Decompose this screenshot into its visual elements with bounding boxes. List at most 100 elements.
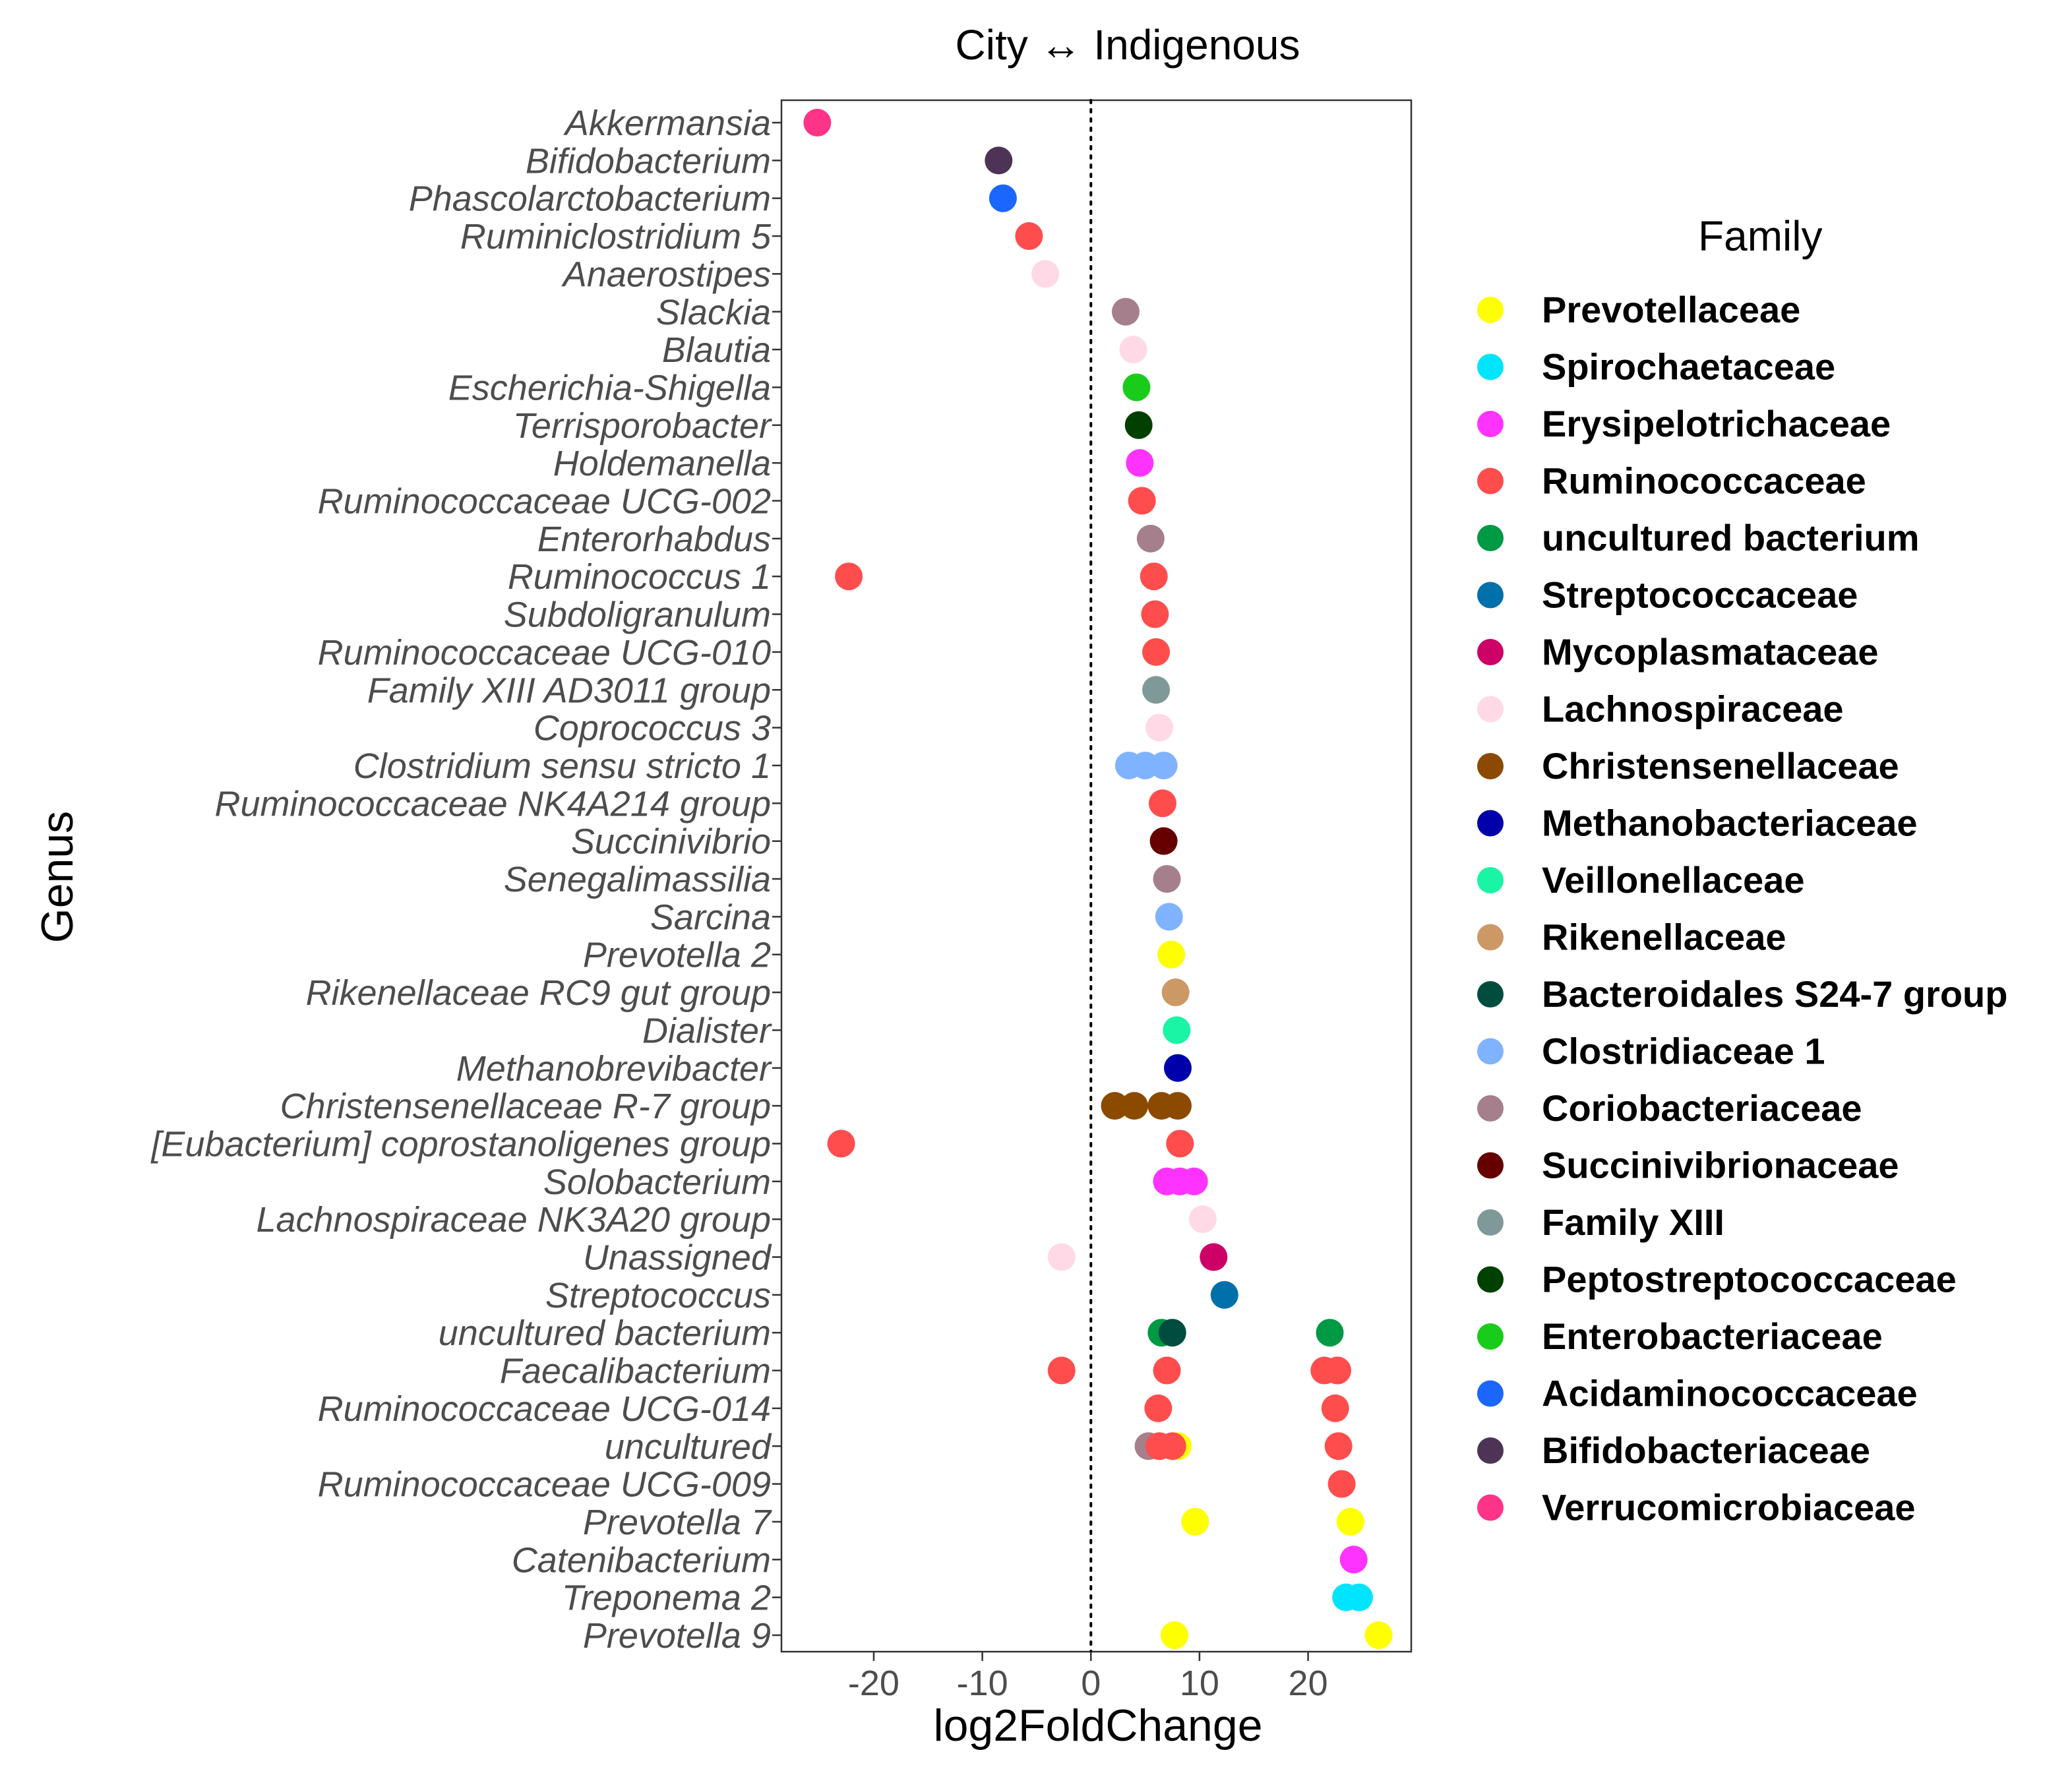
y-tick-label-faecalibacterium: Faecalibacterium [500, 1352, 771, 1391]
y-tick-label-unassigned: Unassigned [583, 1238, 772, 1278]
legend-label-rikenellaceae: Rikenellaceae [1542, 917, 1786, 958]
y-tick-label-ruminococcus-1: Ruminococcus 1 [508, 557, 771, 597]
legend-label-enterobacteriaceae: Enterobacteriaceae [1542, 1315, 1883, 1357]
y-tick-label-ruminococcaceae-ucg-010: Ruminococcaceae UCG-010 [318, 633, 771, 673]
legend-key-rikenellaceae [1477, 924, 1504, 951]
data-point-senegalimassilia [1153, 865, 1181, 893]
legend-key-clostridiaceae-1 [1477, 1038, 1504, 1065]
legend-label-christensenellaceae: Christensenellaceae [1542, 745, 1899, 787]
data-point-eubacterium-coprostanoligenes-group [1166, 1129, 1194, 1158]
y-tick-label-lachnospiraceae-nk3a20-group: Lachnospiraceae NK3A20 group [256, 1200, 771, 1240]
legend-label-acidaminococcaceae: Acidaminococcaceae [1542, 1373, 1918, 1414]
legend-label-lachnospiraceae: Lachnospiraceae [1542, 688, 1844, 730]
data-point-unassigned [1200, 1243, 1228, 1271]
plot-panel-border [780, 99, 1413, 1653]
y-tick-label-terrisporobacter: Terrisporobacter [513, 406, 772, 446]
legend-key-bifidobacteriaceae [1477, 1437, 1504, 1464]
y-tick-label-sarcina: Sarcina [650, 897, 771, 937]
data-point-ruminococcaceae-ucg-014 [1321, 1394, 1349, 1422]
plot-layer: AkkermansiaBifidobacteriumPhascolarctoba… [150, 99, 1413, 1703]
data-point-akkermansia [803, 109, 832, 136]
legend-label-family-xiii: Family XIII [1542, 1201, 1724, 1243]
legend-key-family-xiii [1477, 1209, 1504, 1236]
data-point-catenibacterium [1339, 1546, 1368, 1574]
data-point-eubacterium-coprostanoligenes-group [827, 1129, 855, 1158]
data-point-anaerostipes [1031, 260, 1060, 288]
legend-label-succinivibrionaceae: Succinivibrionaceae [1542, 1145, 1899, 1186]
data-point-uncultured [1324, 1432, 1353, 1460]
y-tick-label-coprococcus-3: Coprococcus 3 [533, 709, 771, 748]
data-point-phascolarctobacterium [989, 184, 1017, 212]
data-point-dialister [1163, 1016, 1191, 1044]
legend: Prevotellaceae Spirochaetaceae Erysipelotr… [1477, 289, 2007, 1528]
y-tick-label-akkermansia: Akkermansia [563, 104, 771, 143]
data-point-prevotella-9 [1161, 1621, 1189, 1649]
legend-label-bacteroidales-s24-7-group: Bacteroidales S24-7 group [1542, 973, 2007, 1015]
legend-key-coriobacteriaceae [1477, 1095, 1504, 1122]
data-point-ruminococcaceae-ucg-010 [1142, 638, 1171, 666]
data-point-terrisporobacter [1124, 411, 1153, 439]
data-point-coprococcus-3 [1145, 713, 1173, 742]
x-tick-label: -10 [957, 1664, 1008, 1703]
data-point-christensenellaceae-r-7-group [1101, 1092, 1129, 1120]
legend-key-succinivibrionaceae [1477, 1152, 1504, 1179]
y-tick-label-rikenellaceae-rc9-gut-group: Rikenellaceae RC9 gut group [306, 973, 771, 1013]
legend-label-ruminococcaceae: Ruminococcaceae [1542, 460, 1866, 502]
data-point-ruminococcaceae-ucg-014 [1144, 1394, 1173, 1422]
x-tick-label: 20 [1289, 1664, 1328, 1703]
chart-title: City ↔ Indigenous [956, 21, 1300, 69]
legend-key-uncultured-bacterium [1477, 525, 1504, 551]
legend-label-veillonellaceae: Veillonellaceae [1542, 859, 1804, 901]
data-point-ruminococcaceae-ucg-002 [1128, 487, 1156, 515]
legend-label-peptostreptococcaceae: Peptostreptococcaceae [1542, 1259, 1957, 1300]
legend-label-mycoplasmataceae: Mycoplasmataceae [1542, 631, 1879, 673]
data-point-prevotella-7 [1181, 1507, 1209, 1536]
data-point-ruminococcus-1 [1140, 562, 1168, 591]
y-tick-label-uncultured-bacterium: uncultured bacterium [439, 1313, 771, 1353]
data-point-ruminiclostridium-5 [1015, 222, 1043, 251]
legend-key-spirochaetaceae [1477, 353, 1504, 380]
data-point-uncultured [1158, 1432, 1186, 1460]
data-point-clostridium-sensu-stricto-1 [1149, 751, 1178, 779]
legend-label-clostridiaceae-1: Clostridiaceae 1 [1542, 1031, 1825, 1072]
y-tick-label-catenibacterium: Catenibacterium [512, 1540, 771, 1580]
y-tick-label-prevotella-9: Prevotella 9 [583, 1616, 771, 1656]
data-point-treponema-2 [1345, 1583, 1373, 1611]
x-tick-label: -20 [848, 1664, 899, 1703]
y-tick-label-family-xiii-ad3011-group: Family XIII AD3011 group [367, 671, 771, 710]
data-point-faecalibacterium [1047, 1356, 1076, 1385]
y-tick-label-ruminococcaceae-ucg-014: Ruminococcaceae UCG-014 [318, 1389, 771, 1429]
y-tick-label-ruminococcaceae-ucg-009: Ruminococcaceae UCG-009 [318, 1465, 771, 1505]
y-tick-label-escherichia-shigella: Escherichia-Shigella [448, 368, 771, 407]
y-tick-label-treponema-2: Treponema 2 [562, 1578, 771, 1618]
data-point-ruminococcaceae-nk4a214-group [1148, 789, 1176, 818]
legend-key-methanobacteriaceae [1477, 810, 1504, 837]
data-point-bifidobacterium [985, 146, 1013, 175]
data-point-prevotella-9 [1364, 1621, 1393, 1649]
legend-label-streptococcaceae: Streptococcaceae [1542, 574, 1858, 616]
legend-key-peptostreptococcaceae [1477, 1266, 1504, 1293]
y-tick-label-enterorhabdus: Enterorhabdus [537, 520, 771, 559]
legend-label-verrucomicrobiaceae: Verrucomicrobiaceae [1542, 1487, 1916, 1528]
data-point-lachnospiraceae-nk3a20-group [1188, 1205, 1217, 1234]
data-point-faecalibacterium [1324, 1356, 1352, 1385]
data-point-rikenellaceae-rc9-gut-group [1161, 978, 1190, 1007]
y-tick-label-prevotella-2: Prevotella 2 [583, 936, 771, 975]
y-tick-label-phascolarctobacterium: Phascolarctobacterium [409, 179, 771, 219]
data-point-uncultured-bacterium [1316, 1319, 1344, 1347]
y-tick-label-methanobrevibacter: Methanobrevibacter [456, 1049, 772, 1089]
y-tick-label-streptococcus: Streptococcus [545, 1276, 771, 1315]
x-tick-label: 0 [1081, 1664, 1101, 1703]
x-axis-label: log2FoldChange [933, 1700, 1262, 1751]
legend-label-uncultured-bacterium: uncultured bacterium [1542, 517, 1920, 558]
legend-key-streptococcaceae [1477, 582, 1504, 609]
legend-key-lachnospiraceae [1477, 696, 1504, 723]
legend-label-prevotellaceae: Prevotellaceae [1542, 289, 1800, 330]
y-tick-label-christensenellaceae-r-7-group: Christensenellaceae R-7 group [280, 1087, 771, 1126]
data-point-christensenellaceae-r-7-group [1120, 1092, 1149, 1120]
data-point-slackia [1111, 297, 1140, 326]
y-tick-label-bifidobacterium: Bifidobacterium [526, 141, 771, 181]
legend-label-coriobacteriaceae: Coriobacteriaceae [1542, 1087, 1862, 1129]
